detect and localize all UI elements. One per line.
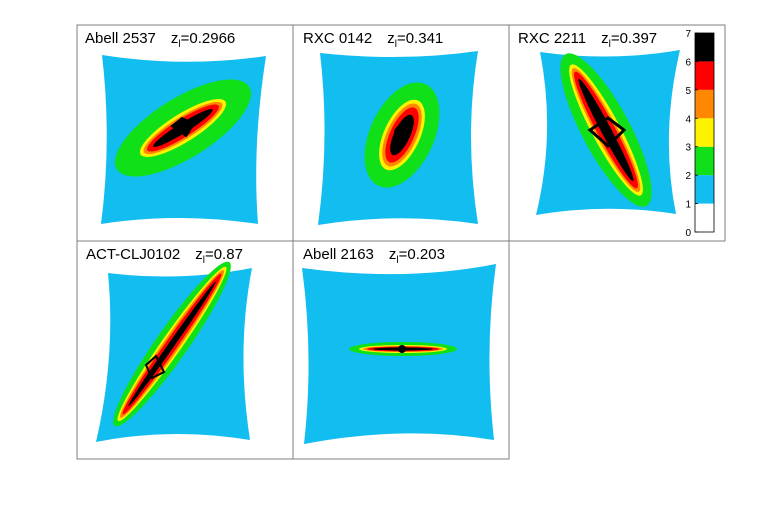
- redshift-z: z: [195, 246, 203, 263]
- colorbar-frame: [694, 32, 715, 233]
- redshift-subscript: l: [395, 39, 397, 50]
- redshift-subscript: l: [178, 39, 180, 50]
- colorbar-tick-label: 6: [685, 57, 691, 68]
- cluster-name: ACT-CLJ0102: [86, 246, 180, 263]
- redshift-value: =0.397: [611, 30, 657, 47]
- redshift-value: =0.341: [397, 30, 443, 47]
- cluster-name: Abell 2537: [85, 30, 156, 47]
- colorbar-tick-label: 0: [685, 228, 691, 239]
- panel-rxc-2211: RXC 2211 zl=0.397: [508, 24, 726, 242]
- colorbar-band-3: [695, 118, 714, 147]
- colorbar-tick-label: 7: [685, 29, 691, 40]
- cluster-name: RXC 0142: [303, 30, 372, 47]
- cluster-name: RXC 2211: [518, 30, 586, 47]
- colorbar-band-2: [695, 146, 714, 176]
- panel-rxc-0142: RXC 0142 zl=0.341: [292, 24, 510, 242]
- panel-abell-2537: Abell 2537 zl=0.2966: [76, 24, 294, 242]
- colorbar-tick-label: 3: [685, 143, 691, 154]
- critical-curve: [394, 125, 410, 141]
- panel-abell-2163: Abell 2163 zl=0.203: [292, 240, 510, 460]
- panel-title: Abell 2537 zl=0.2966: [85, 30, 235, 50]
- colorbar-band-6: [695, 33, 714, 62]
- redshift-subscript: l: [203, 255, 205, 266]
- redshift-value: =0.2966: [181, 30, 236, 47]
- redshift-subscript: l: [609, 39, 611, 50]
- panel-act-clj0102: ACT-CLJ0102 zl=0.87: [76, 240, 294, 460]
- colorbar-tick-label: 1: [685, 200, 691, 211]
- redshift-subscript: l: [396, 255, 398, 266]
- panel-title: Abell 2163 zl=0.203: [303, 246, 445, 266]
- redshift-z: z: [389, 246, 397, 263]
- colorbar-tick-label: 4: [685, 114, 691, 125]
- colorbar-tick-label: 2: [685, 171, 691, 182]
- panel-title: ACT-CLJ0102 zl=0.87: [86, 246, 243, 266]
- cluster-name: Abell 2163: [303, 246, 374, 263]
- redshift-value: =0.87: [205, 246, 243, 263]
- region-level-6: [578, 78, 634, 182]
- critical-curve: [587, 116, 627, 149]
- critical-curve: [170, 116, 196, 138]
- redshift-z: z: [601, 30, 609, 47]
- colorbar-band-5: [695, 61, 714, 90]
- redshift-z: z: [171, 30, 179, 47]
- colorbar-tick-label: 5: [685, 86, 691, 97]
- colorbar-band-4: [695, 89, 714, 119]
- panel-title: RXC 2211 zl=0.397: [518, 30, 657, 50]
- redshift-z: z: [387, 30, 395, 47]
- critical-curve: [398, 345, 406, 353]
- panel-title: RXC 0142 zl=0.341: [303, 30, 443, 50]
- redshift-value: =0.203: [399, 246, 445, 263]
- colorbar-band-0: [695, 203, 714, 232]
- colorbar-band-1: [695, 175, 714, 204]
- colorbar: 0 1 2 3 4 5 6 7: [685, 29, 715, 239]
- critical-curve: [144, 354, 166, 380]
